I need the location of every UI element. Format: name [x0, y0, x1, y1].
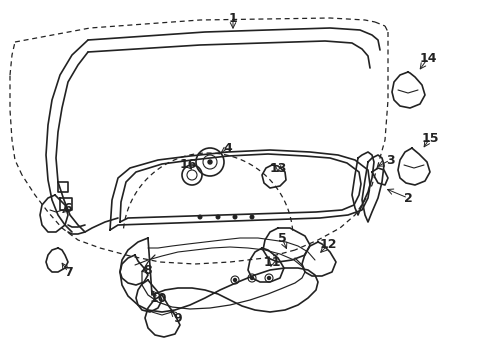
Text: 9: 9 — [173, 311, 182, 324]
Circle shape — [250, 276, 253, 279]
Text: 4: 4 — [223, 141, 232, 154]
Text: 1: 1 — [229, 12, 237, 24]
Circle shape — [197, 215, 202, 220]
Text: 15: 15 — [421, 131, 439, 144]
Circle shape — [208, 160, 212, 164]
Circle shape — [268, 276, 270, 279]
Text: 7: 7 — [64, 266, 73, 279]
Circle shape — [249, 215, 254, 220]
Text: 2: 2 — [404, 192, 413, 204]
Text: 11: 11 — [263, 256, 281, 269]
Text: 10: 10 — [149, 292, 167, 305]
Text: 8: 8 — [144, 264, 152, 276]
Circle shape — [216, 215, 220, 220]
Text: 3: 3 — [386, 153, 394, 166]
Text: 12: 12 — [319, 238, 337, 252]
Text: 5: 5 — [278, 231, 286, 244]
Text: 14: 14 — [419, 51, 437, 64]
Text: 16: 16 — [179, 158, 196, 171]
Circle shape — [234, 279, 237, 282]
Text: 13: 13 — [270, 162, 287, 175]
Text: 6: 6 — [64, 202, 73, 215]
Circle shape — [232, 215, 238, 220]
